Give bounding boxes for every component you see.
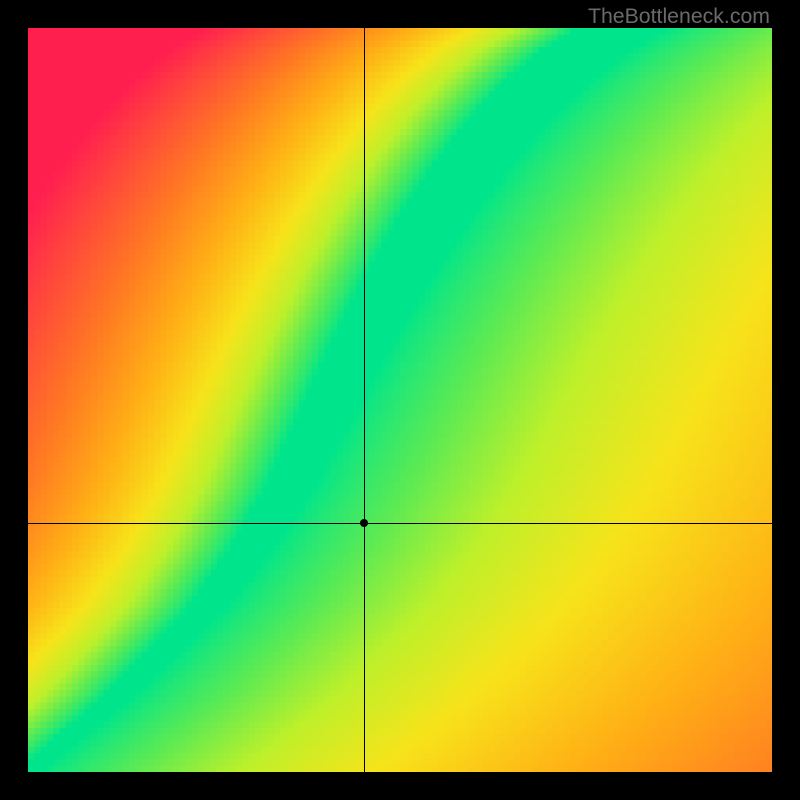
crosshair-marker bbox=[360, 519, 368, 527]
watermark-text: TheBottleneck.com bbox=[588, 4, 770, 29]
chart-outer: TheBottleneck.com bbox=[0, 0, 800, 800]
crosshair-horizontal bbox=[28, 523, 772, 524]
crosshair-vertical bbox=[364, 28, 365, 772]
heatmap-canvas bbox=[28, 28, 772, 772]
plot-area bbox=[28, 28, 772, 772]
